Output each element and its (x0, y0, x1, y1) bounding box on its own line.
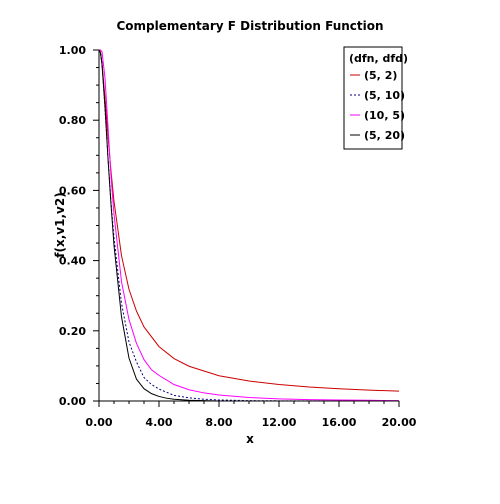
legend-label: (5, 10) (364, 89, 405, 102)
legend-items: (5, 2) (5, 10) (10, 5) (5, 20) (350, 69, 405, 142)
x-tick-label: 8.00 (205, 416, 232, 429)
legend: (dfn, dfd) (5, 2) (5, 10) (10, 5) (5, 20) (343, 46, 408, 150)
y-axis-label: f(x,v1,v2) (53, 192, 67, 257)
legend-frame (343, 46, 403, 150)
x-tick-label: 0.00 (85, 416, 112, 429)
x-tick-label: 12.00 (262, 416, 297, 429)
y-tick-label: 1.00 (59, 44, 86, 57)
x-tick-label: 4.00 (145, 416, 172, 429)
x-tick-label: 16.00 (322, 416, 357, 429)
y-tick-label: 0.40 (59, 255, 86, 268)
y-tick-label: 0.20 (59, 325, 86, 338)
x-axis-label: x (246, 432, 254, 446)
legend-label: (10, 5) (364, 109, 405, 122)
legend-label: (5, 20) (364, 129, 405, 142)
y-tick-label: 0.80 (59, 114, 86, 127)
legend-label: (5, 2) (364, 69, 397, 82)
chart-title: Complementary F Distribution Function (116, 19, 383, 33)
y-tick-label: 0.00 (59, 395, 86, 408)
legend-title: (dfn, dfd) (349, 52, 408, 65)
axis-layer: 0.00 4.00 8.00 12.00 16.00 20.00 0.00 0.20 0.40 0… (59, 44, 417, 429)
series-line-3 (99, 49, 400, 402)
y-tick-label: 0.60 (59, 184, 86, 197)
x-tick-label: 20.00 (382, 416, 417, 429)
